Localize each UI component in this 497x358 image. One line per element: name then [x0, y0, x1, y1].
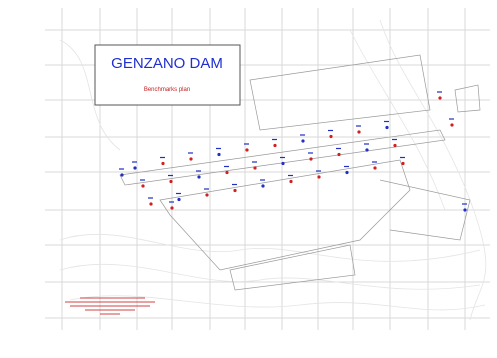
benchmark [170, 206, 173, 209]
benchmark [161, 162, 164, 165]
benchmark [149, 202, 152, 205]
benchmark [309, 157, 312, 160]
benchmark [253, 166, 256, 169]
benchmark [337, 153, 340, 156]
benchmark [289, 180, 292, 183]
benchmark [261, 184, 264, 187]
benchmark [233, 189, 236, 192]
benchmark [345, 171, 348, 174]
benchmark [273, 144, 276, 147]
subtitle: Benchmarks plan [144, 87, 190, 93]
benchmark [385, 126, 388, 129]
benchmark [120, 173, 123, 176]
benchmark [245, 148, 248, 151]
title: GENZANO DAM [111, 55, 223, 72]
benchmark [301, 139, 304, 142]
benchmark [357, 130, 360, 133]
benchmark [189, 157, 192, 160]
benchmark [373, 166, 376, 169]
benchmark [393, 144, 396, 147]
benchmark [463, 208, 466, 211]
benchmark [438, 96, 441, 99]
benchmark [225, 171, 228, 174]
map: GENZANO DAM Benchmarks plan [0, 0, 497, 358]
benchmark [141, 184, 144, 187]
benchmark [365, 148, 368, 151]
benchmark [177, 198, 180, 201]
benchmark [133, 166, 136, 169]
benchmark [317, 175, 320, 178]
benchmark [401, 162, 404, 165]
benchmarks [119, 92, 467, 212]
legend-note [65, 298, 155, 314]
benchmark [217, 153, 220, 156]
title-box [95, 45, 240, 105]
benchmark [450, 123, 453, 126]
benchmark [329, 135, 332, 138]
benchmark [281, 162, 284, 165]
benchmark [197, 175, 200, 178]
benchmark [205, 193, 208, 196]
benchmark [169, 180, 172, 183]
